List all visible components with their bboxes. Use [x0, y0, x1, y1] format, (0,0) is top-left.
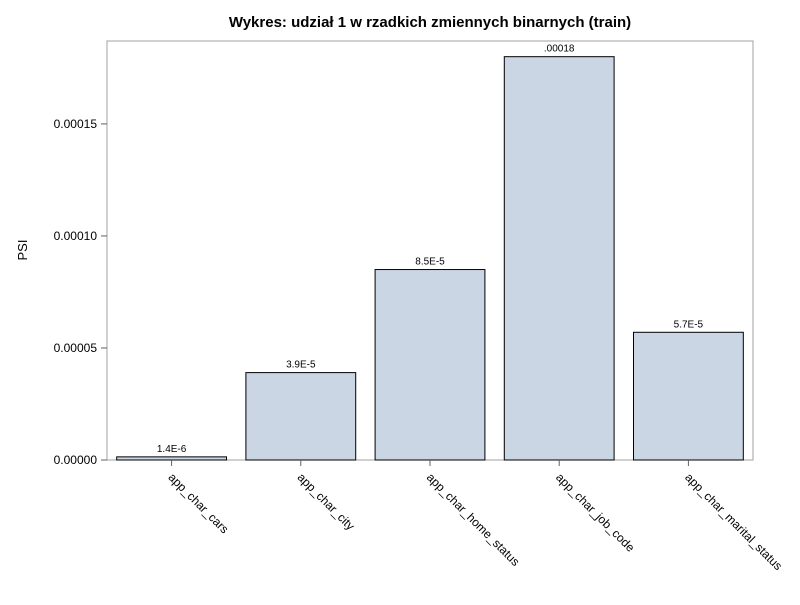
x-axis: app_char_cars app_char_city app_char_home_…: [165, 460, 785, 573]
y-tick-label: 0.00000: [54, 453, 98, 467]
bar-app_char_city: [245, 372, 357, 461]
data-label-app_char_marital_status: 5.7E-5: [674, 319, 704, 330]
x-tick-label-app_char_job_code: app_char_job_code: [553, 470, 638, 555]
x-tick-label-app_char_city: app_char_city: [295, 470, 358, 533]
data-label-app_char_job_code: .00018: [544, 44, 575, 55]
chart-title: Wykres: udział 1 w rzadkich zmiennych bi…: [229, 14, 631, 31]
x-tick-label-app_char_home_status: app_char_home_status: [424, 470, 523, 569]
x-tick-label-app_char_marital_status: app_char_marital_status: [682, 470, 785, 573]
data-label-app_char_city: 3.9E-5: [286, 360, 316, 371]
bar-app_char_home_status: [374, 269, 486, 461]
bar-app_char_job_code: [503, 56, 615, 461]
y-axis-label: PSI: [15, 240, 30, 261]
x-tick-label-app_char_cars: app_char_cars: [165, 470, 231, 536]
y-axis: 0.00000 0.00005 0.00010 0.00015: [54, 117, 107, 467]
y-tick-label: 0.00010: [54, 229, 98, 243]
data-label-app_char_home_status: 8.5E-5: [415, 257, 445, 268]
y-tick-label: 0.00015: [54, 117, 98, 131]
bars-group: 1.4E-6 3.9E-5 8.5E-5 .00018 5.7E-5: [116, 44, 744, 461]
bar-app_char_cars: [116, 456, 228, 461]
y-tick-label: 0.00005: [54, 341, 98, 355]
data-label-app_char_cars: 1.4E-6: [157, 444, 187, 455]
bar-app_char_marital_status: [632, 331, 744, 461]
